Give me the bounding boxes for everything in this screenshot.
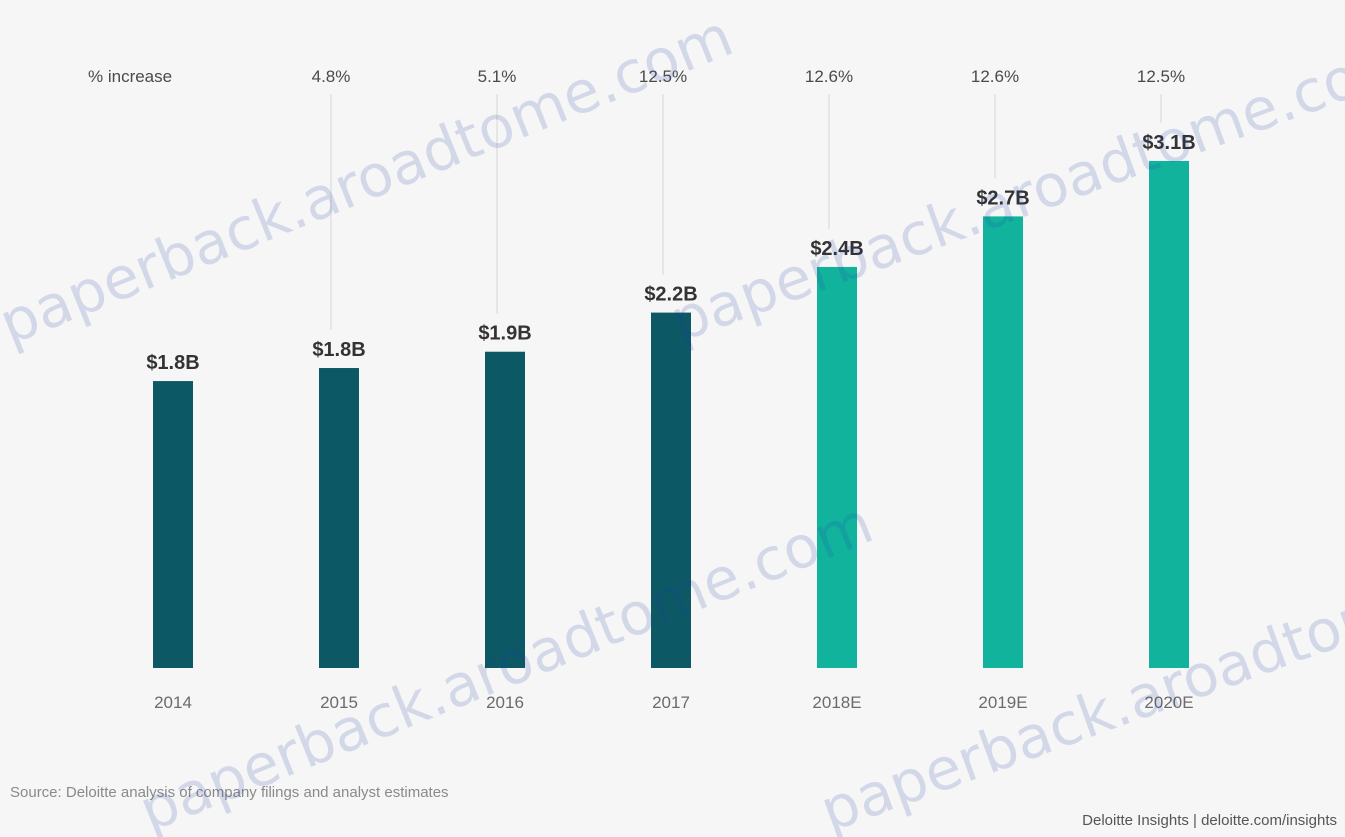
value-label-2018E: $2.4B <box>810 238 863 260</box>
watermark-text-4: paperback.aroadtome.com <box>812 513 1345 837</box>
pct-increase-2015: 4.8% <box>312 67 351 86</box>
bar-2015 <box>319 368 359 668</box>
watermark-text-1: paperback.aroadtome.com <box>0 1 742 358</box>
x-tick-label-2020E: 2020E <box>1144 693 1193 712</box>
bar-2017 <box>651 312 691 668</box>
bar-2018E <box>817 266 857 668</box>
labels: $1.8B 2014 $1.8B 2015 $1.9B 2016 $2.2B 2017 $2.4… <box>146 67 1195 712</box>
bar-2014 <box>153 381 193 668</box>
value-label-2019E: $2.7B <box>976 187 1029 209</box>
x-tick-label-2014: 2014 <box>154 693 192 712</box>
pct-increase-2016: 5.1% <box>478 67 517 86</box>
source-note: Source: Deloitte analysis of company fil… <box>10 784 449 801</box>
pct-increase-2018E: 12.6% <box>805 67 853 86</box>
bars <box>153 160 1189 668</box>
bar-2020E <box>1149 160 1189 668</box>
value-label-2015: $1.8B <box>312 339 365 361</box>
pct-increase-2019E: 12.6% <box>971 67 1019 86</box>
pct-increase-2020E: 12.5% <box>1137 67 1185 86</box>
x-tick-label-2017: 2017 <box>652 693 690 712</box>
x-tick-label-2016: 2016 <box>486 693 524 712</box>
value-label-2020E: $3.1B <box>1142 132 1195 154</box>
pct-increase-row-label: % increase <box>88 67 172 86</box>
value-label-2014: $1.8B <box>146 352 199 374</box>
pct-increase-2017: 12.5% <box>639 67 687 86</box>
credit-text: Deloitte Insights | deloitte.com/insight… <box>1082 812 1337 829</box>
bar-2016 <box>485 351 525 668</box>
x-tick-label-2018E: 2018E <box>812 693 861 712</box>
x-tick-label-2019E: 2019E <box>978 693 1027 712</box>
bar-2019E <box>983 216 1023 668</box>
value-label-2016: $1.9B <box>478 323 531 345</box>
value-label-2017: $2.2B <box>644 284 697 306</box>
connector-lines <box>330 94 1162 331</box>
x-tick-label-2015: 2015 <box>320 693 358 712</box>
